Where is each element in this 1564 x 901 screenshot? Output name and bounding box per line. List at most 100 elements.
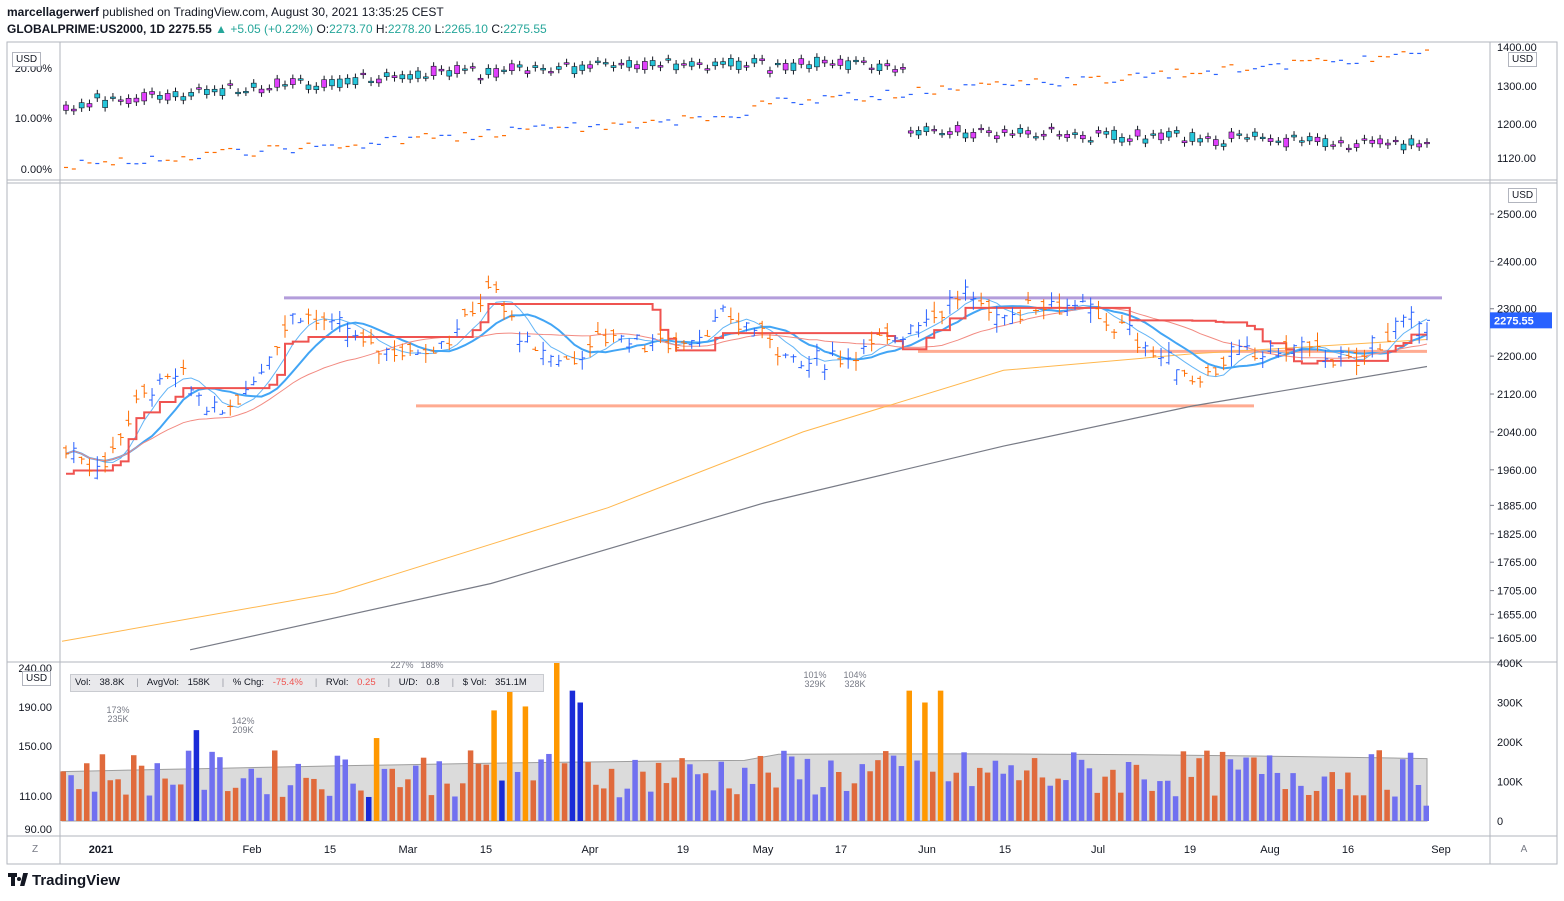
main-tick-label: 2040.00 (1497, 427, 1537, 439)
top-candle-body (1220, 143, 1227, 147)
top-candle-body (1369, 139, 1376, 144)
top-right-tick-label: 1400.00 (1497, 42, 1537, 54)
top-candle-body (454, 65, 460, 74)
top-candle-body (1056, 134, 1063, 137)
top-candle-body (1119, 137, 1125, 143)
top-left-currency-badge[interactable]: USD (12, 52, 42, 67)
top-candle-body (665, 58, 672, 61)
volume-bar (1407, 752, 1414, 821)
top-candle-body (313, 85, 320, 90)
auto-scale-button-right[interactable]: A (1520, 844, 1528, 855)
ohlc-bar (469, 301, 476, 317)
ohlc-bar (876, 328, 883, 336)
top-candle-body (1345, 147, 1352, 151)
ohlc-bar (1118, 314, 1125, 324)
top-candle-body (673, 63, 679, 71)
ohlc-bar (94, 456, 101, 480)
ohlc-bar (211, 395, 218, 413)
ohlc-bar (1134, 332, 1141, 353)
avgvol-stat: AvgVol: 158K (146, 677, 210, 688)
volume-bar (804, 758, 811, 821)
volume-bar (867, 771, 873, 821)
volume-bar (796, 779, 803, 821)
top-candle-body (1400, 143, 1407, 151)
ohlc-bar (774, 347, 781, 366)
ohlc-bar (1369, 335, 1376, 358)
top-candle-body (1385, 142, 1391, 146)
ohlc-bar (1384, 322, 1391, 342)
ohlc-bar (727, 307, 734, 324)
last-price: 2275.55 (168, 22, 212, 36)
ohlc-bar (892, 335, 899, 344)
top-candle-body (1197, 138, 1203, 143)
top-candle-body (782, 63, 789, 71)
top-candle-body (430, 65, 437, 76)
ohlc-bar (540, 341, 547, 366)
ohlc-bar (344, 322, 351, 348)
top-candle-body (1377, 138, 1383, 145)
volume-bar (201, 789, 207, 821)
ohlc-bar (1064, 298, 1071, 316)
top-candle-body (110, 96, 116, 99)
volume-bar (460, 783, 466, 821)
ohlc-bar (1197, 375, 1204, 388)
ohlc-bar (1173, 369, 1180, 385)
volume-bar (922, 702, 928, 821)
main-tick-label: 1960.00 (1497, 465, 1537, 477)
volume-bar (953, 772, 959, 821)
stepped-high-line (66, 303, 1427, 475)
ohlc-bar (579, 350, 586, 370)
volume-bar (945, 781, 952, 821)
top-candle-body (907, 130, 914, 134)
top-candle-body (993, 135, 1000, 140)
ohlc-bar (1181, 369, 1188, 377)
top-candle-body (1095, 130, 1102, 134)
volume-bar (232, 787, 239, 821)
volume-currency-badge[interactable]: USD (22, 671, 52, 686)
top-candle-body (1259, 136, 1266, 139)
axes: 2500.00 2400.00 2300.00 2200.00 2120.00 2040.… (15, 42, 1537, 856)
top-candle-body (1291, 134, 1297, 138)
ohlc-bar (1392, 317, 1399, 340)
top-candle-body (516, 64, 523, 68)
ohlc-bar (391, 340, 398, 362)
volume-bar (420, 757, 427, 821)
ohlc-bar (915, 322, 922, 338)
top-candle-body (657, 65, 664, 68)
top-candle-body (329, 79, 335, 87)
ohlc-bar (70, 442, 77, 464)
ohlc-bar (1032, 308, 1039, 315)
ohlc-bar (993, 306, 1000, 333)
volume-bar (1071, 752, 1077, 821)
top-candle-body (1416, 143, 1422, 148)
auto-scale-button-left[interactable]: Z (31, 844, 39, 855)
open-value: 2273.70 (329, 22, 373, 36)
main-currency-badge[interactable]: USD (1508, 188, 1538, 203)
ohlc-bar (954, 290, 961, 310)
ohlc-bar (375, 350, 382, 364)
top-candle-body (282, 84, 288, 87)
high-value: 2278.20 (387, 22, 432, 36)
top-candle-body (1158, 132, 1164, 141)
top-candle-body (1244, 137, 1250, 140)
top-candle-body (501, 69, 507, 72)
volume-bar (1423, 805, 1429, 821)
ohlc-bar (422, 343, 429, 363)
ohlc-bar (696, 329, 703, 347)
volume-bar (530, 780, 536, 821)
top-candle-body (164, 93, 171, 101)
ohlc-bar (907, 324, 914, 335)
top-right-currency-badge[interactable]: USD (1508, 52, 1538, 67)
top-candle-body (438, 68, 445, 72)
ohlc-bar (430, 346, 437, 354)
top-candle-body (1314, 136, 1321, 143)
ohlc-bar (657, 326, 664, 344)
symbol-name[interactable]: GLOBALPRIME:US2000, 1D (7, 22, 166, 36)
ohlc-bar (1001, 314, 1008, 326)
top-candle-body (759, 58, 765, 61)
volume-bar (765, 772, 771, 821)
x-axis-label: Feb (243, 844, 262, 856)
x-axis-label: May (753, 844, 774, 856)
main-tick-label: 2120.00 (1497, 389, 1537, 401)
